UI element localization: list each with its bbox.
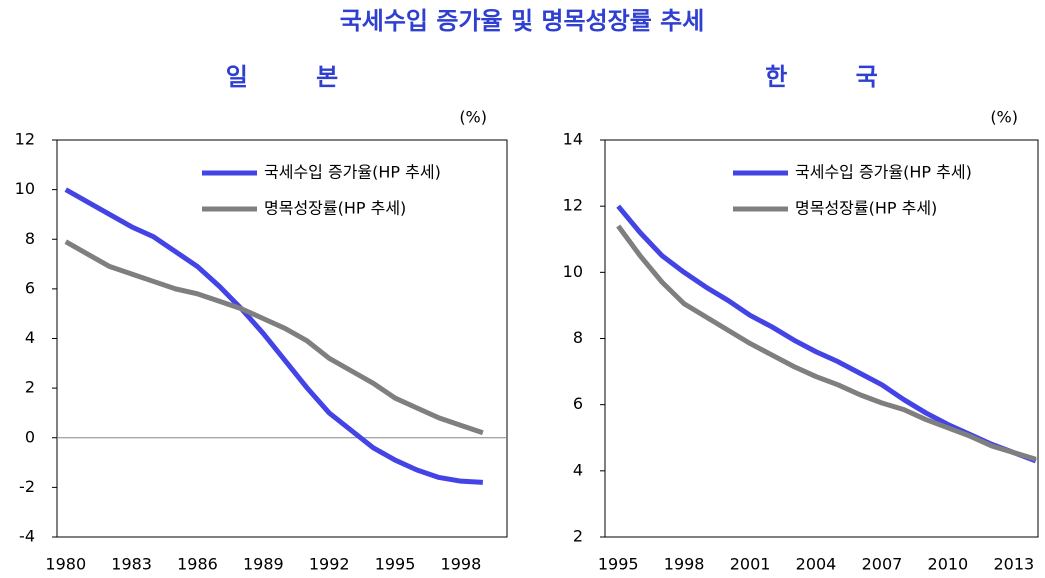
x-tick-label: 2013 — [993, 555, 1034, 574]
page-title: 국세수입 증가율 및 명목성장률 추세 — [340, 7, 705, 35]
x-tick-label: 1995 — [375, 555, 416, 574]
series-line — [64, 239, 484, 436]
chart-subtitle: 일 본 — [226, 63, 369, 91]
series-line — [64, 187, 483, 485]
x-tick-label: 2001 — [730, 555, 771, 574]
x-tick-label: 1989 — [243, 555, 284, 574]
x-tick-label: 1986 — [177, 555, 218, 574]
y-tick-label: 8 — [25, 229, 35, 248]
y-tick-label: 6 — [573, 394, 583, 413]
y-tick-label: 8 — [573, 328, 583, 347]
series-line — [616, 224, 1037, 462]
x-tick-label: 2004 — [796, 555, 837, 574]
y-tick-label: 4 — [25, 328, 35, 347]
x-tick-label: 1992 — [309, 555, 350, 574]
y-tick-label: -2 — [19, 477, 35, 496]
y-tick-label: 14 — [563, 130, 583, 149]
x-tick-label: 2010 — [928, 555, 969, 574]
x-tick-label: 1998 — [441, 555, 482, 574]
y-tick-label: 6 — [25, 278, 35, 297]
x-tick-label: 1980 — [45, 555, 86, 574]
legend-label: 국세수입 증가율(HP 추세) — [264, 163, 441, 182]
y-tick-label: 0 — [25, 427, 35, 446]
chart-subtitle: 한 국 — [765, 63, 908, 91]
y-tick-label: 2 — [573, 527, 583, 546]
y-tick-label: 12 — [15, 130, 35, 149]
x-tick-label: 1998 — [664, 555, 705, 574]
y-unit: (%) — [990, 108, 1018, 127]
x-tick-label: 1983 — [111, 555, 152, 574]
y-tick-label: 10 — [15, 179, 35, 198]
y-tick-label: 10 — [563, 262, 583, 281]
legend-label: 국세수입 증가율(HP 추세) — [795, 163, 972, 182]
y-tick-label: 2 — [25, 378, 35, 397]
y-tick-label: 12 — [563, 196, 583, 215]
x-tick-label: 1995 — [598, 555, 639, 574]
y-tick-label: 4 — [573, 460, 583, 479]
legend-label: 명목성장률(HP 추세) — [795, 199, 937, 218]
y-tick-label: -4 — [19, 527, 35, 546]
legend-label: 명목성장률(HP 추세) — [264, 199, 406, 218]
x-tick-label: 2007 — [862, 555, 903, 574]
y-unit: (%) — [459, 108, 487, 127]
series-line — [616, 204, 1037, 464]
